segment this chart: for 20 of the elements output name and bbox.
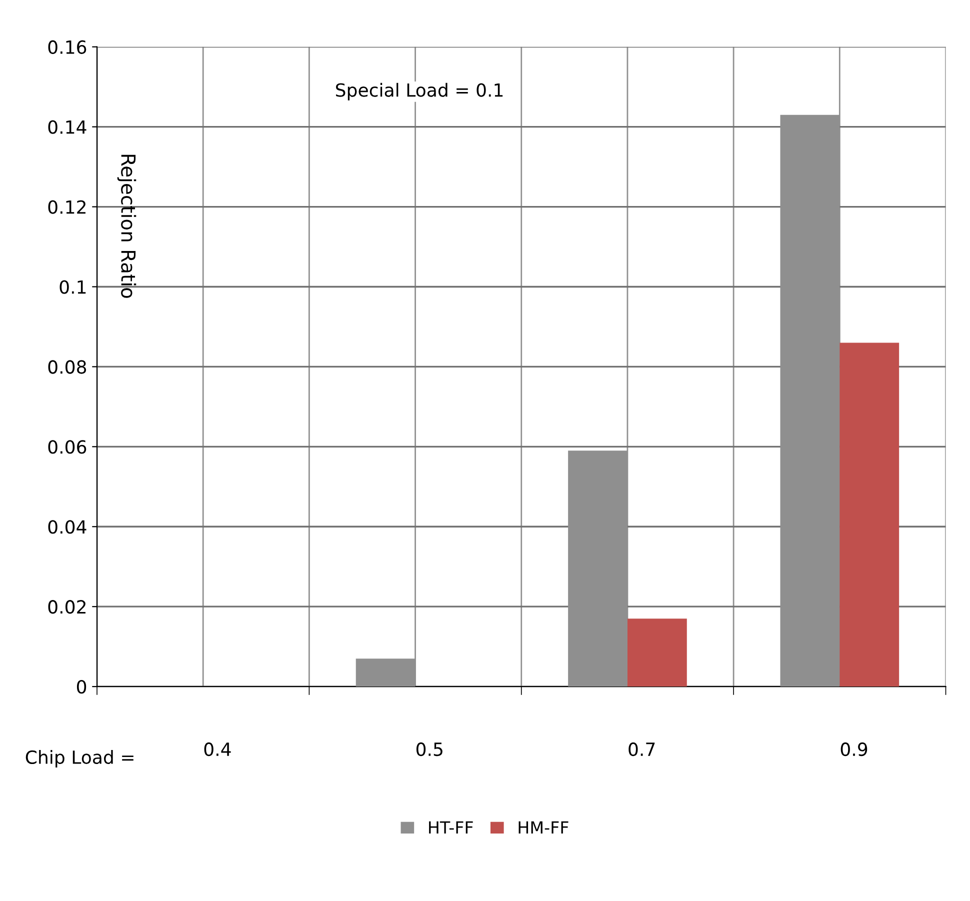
y-tick-label: 0.08: [48, 360, 86, 374]
y-tick-label: 0.14: [48, 120, 86, 134]
x-tick-label: 0.4: [204, 742, 231, 756]
y-axis-title: Rejection Ratio: [117, 154, 136, 298]
y-tick-label: 0.16: [48, 40, 86, 54]
y-tick-label: 0.04: [48, 520, 86, 534]
y-tick-label: 0.1: [60, 280, 86, 294]
y-tick-label: 0.02: [48, 600, 86, 614]
legend-label: HT-FF: [429, 821, 473, 834]
y-tick-label: 0.06: [48, 440, 86, 454]
y-tick-label: 0: [76, 680, 86, 694]
x-tick-label: 0.7: [628, 742, 655, 756]
annotation: Special Load = 0.1: [336, 82, 503, 100]
y-tick-label: 0.12: [48, 200, 86, 214]
bar: [627, 618, 687, 687]
x-tick-label: 0.5: [416, 742, 442, 756]
bar: [840, 342, 900, 687]
legend-label: HM-FF: [518, 821, 568, 834]
x-tick-label: 0.9: [840, 742, 868, 756]
x-axis-title: Chip Load =: [26, 750, 134, 768]
